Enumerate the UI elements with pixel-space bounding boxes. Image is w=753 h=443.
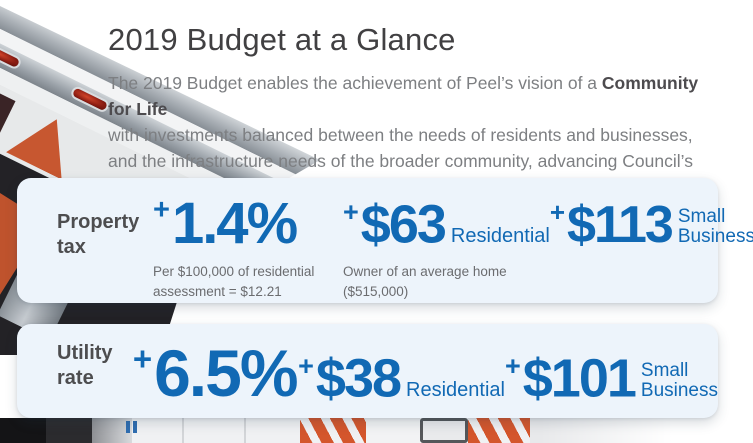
stat-value: +$38 Residential: [298, 348, 505, 409]
plus-sign: +: [132, 339, 153, 377]
photo-door-segment: [132, 418, 300, 443]
photo-dark-segment: [0, 418, 46, 443]
card-label: Utility rate: [57, 342, 113, 389]
photo-gray-segment: [92, 418, 132, 443]
stat-value: +6.5%: [132, 336, 299, 411]
photo-white-segment: [366, 418, 420, 443]
photo-dark-segment: [46, 418, 92, 443]
ambulance-photo-bottom: [0, 418, 706, 443]
card-property-tax: Property tax +1.4% Per $100,000 of resid…: [17, 178, 753, 303]
photo-blue-mark: [126, 421, 130, 433]
stat-value: +1.4%: [153, 190, 298, 256]
card-utility-rate: Utility rate +6.5% +$38 Residential +$101…: [17, 324, 718, 418]
photo-fade: [540, 418, 706, 443]
intro-bold-phrase: Community for Life: [108, 73, 699, 119]
photo-door-seam: [182, 418, 184, 443]
photo-door-seam: [244, 418, 246, 443]
stat-utility-rate-percent: +6.5%: [132, 334, 299, 411]
plus-sign: +: [153, 194, 170, 227]
stat-value: +$63 Residential: [343, 194, 550, 255]
stat-value: +$113 Small Business: [549, 196, 753, 255]
stat-property-tax-residential: +$63 Residential Owner of an average home…: [343, 186, 550, 301]
orange-chevron-stripes: [300, 418, 366, 443]
stat-property-tax-small-business: +$113 Small Business: [549, 186, 753, 255]
orange-chevron-stripes: [468, 418, 530, 443]
intro-line: The 2019 Budget enables the achievement …: [108, 73, 699, 119]
stat-utility-rate-residential: +$38 Residential: [298, 334, 505, 409]
plus-sign: +: [343, 196, 359, 227]
header: 2019 Budget at a Glance The 2019 Budget …: [108, 22, 720, 200]
intro-line: with investments balanced between the ne…: [108, 125, 693, 145]
intro-line: and the infrastructure needs of the broa…: [108, 151, 693, 171]
stat-suffix: Small Business: [677, 205, 753, 248]
stat-suffix: Small Business: [640, 359, 718, 402]
stat-suffix: Residential: [450, 225, 550, 248]
plus-sign: +: [549, 197, 566, 228]
card-label: Property tax: [57, 211, 140, 258]
ambulance-window: [420, 418, 468, 443]
stat-value: +$101 Small Business: [504, 348, 718, 409]
plus-sign: +: [504, 350, 521, 381]
stat-suffix: Residential: [406, 379, 505, 402]
stat-note: Per $100,000 of residential assessment =…: [153, 264, 315, 299]
intro-paragraph: The 2019 Budget enables the achievement …: [108, 70, 720, 200]
plus-sign: +: [298, 350, 314, 381]
stat-note: Owner of an average home ($515,000): [343, 264, 507, 299]
stat-utility-rate-small-business: +$101 Small Business: [504, 334, 718, 409]
page-title: 2019 Budget at a Glance: [108, 22, 456, 57]
photo-blue-mark: [133, 421, 137, 433]
stat-property-tax-percent: +1.4% Per $100,000 of residential assess…: [153, 186, 343, 301]
